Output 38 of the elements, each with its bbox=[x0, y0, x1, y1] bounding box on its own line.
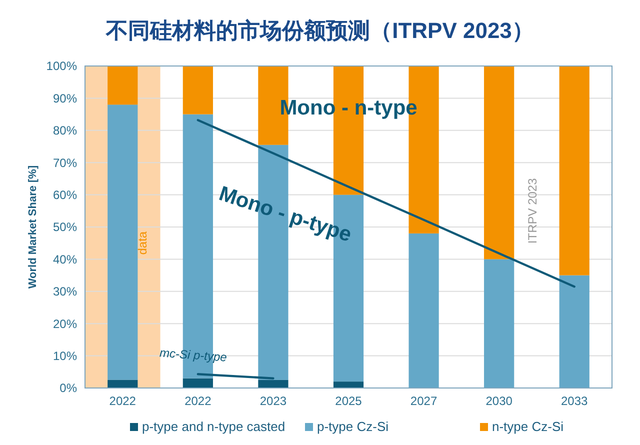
bar bbox=[182, 66, 213, 114]
y-axis-title: World Market Share [%] bbox=[27, 165, 39, 289]
bar bbox=[333, 382, 364, 388]
x-tick-label: 2027 bbox=[410, 394, 438, 408]
annotation: Mono - p-type bbox=[216, 182, 354, 247]
y-tick-label: 40% bbox=[52, 252, 78, 266]
y-tick-label: 90% bbox=[52, 91, 78, 106]
bar bbox=[108, 380, 138, 388]
x-tick-label: 2023 bbox=[260, 394, 287, 408]
x-tick-label: 2033 bbox=[561, 394, 588, 408]
y-tick-label: 100% bbox=[46, 59, 78, 74]
band-label: data bbox=[135, 231, 150, 255]
bar bbox=[182, 378, 213, 388]
y-tick-label: 0% bbox=[60, 381, 78, 396]
y-tick-label: 80% bbox=[52, 124, 78, 138]
y-tick-label: 20% bbox=[52, 316, 78, 331]
line-series bbox=[196, 118, 576, 288]
x-tick-label: 2022 bbox=[109, 394, 136, 408]
x-tick-label: 2025 bbox=[335, 394, 362, 408]
bar bbox=[559, 66, 590, 276]
y-tick-label: 30% bbox=[52, 284, 78, 299]
bar bbox=[484, 259, 514, 388]
bar bbox=[484, 66, 514, 260]
legend-label: p-type Cz-Si bbox=[317, 419, 389, 434]
legend-label: p-type and n-type casted bbox=[142, 419, 286, 434]
legend-label: n-type Cz-Si bbox=[492, 419, 564, 434]
y-tick-label: 50% bbox=[52, 220, 78, 234]
annotation: ITRPV 2023 bbox=[526, 178, 540, 244]
x-tick-label: 2030 bbox=[486, 394, 513, 408]
bar bbox=[108, 66, 138, 105]
y-tick-label: 10% bbox=[52, 349, 78, 363]
bar bbox=[408, 233, 439, 388]
chart-title: 不同硅材料的市场份额预测（ITRPV 2023） bbox=[105, 18, 534, 43]
y-tick-label: 70% bbox=[52, 156, 78, 170]
bar bbox=[559, 275, 590, 388]
x-tick-label: 2022 bbox=[184, 394, 212, 408]
annotation: mc-Si p-type bbox=[159, 346, 228, 364]
y-tick-label: 60% bbox=[52, 188, 78, 202]
